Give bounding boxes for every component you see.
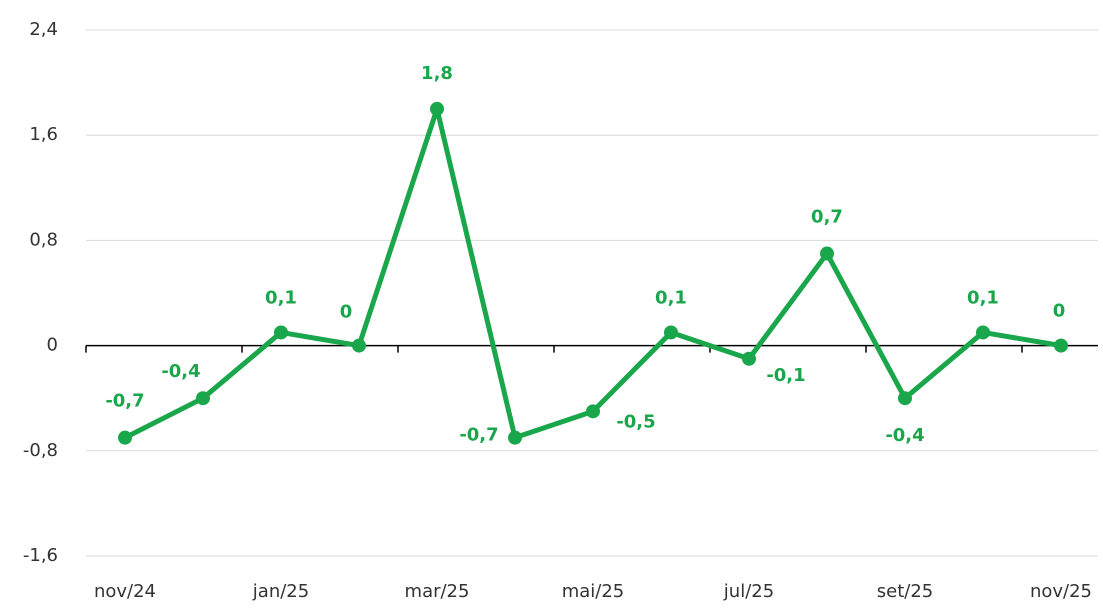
x-tick-label: jul/25	[723, 581, 774, 602]
marker	[976, 325, 990, 340]
data-label: -0,5	[616, 411, 655, 432]
marker	[352, 338, 366, 353]
x-tick-label: mai/25	[562, 581, 625, 602]
marker	[508, 430, 522, 445]
data-label: 0,1	[655, 287, 687, 308]
marker	[1054, 338, 1068, 353]
data-label: 0,1	[967, 287, 999, 308]
marker	[118, 430, 132, 445]
y-tick-label: 0,8	[29, 229, 58, 250]
marker	[820, 246, 834, 261]
marker	[742, 351, 756, 366]
marker	[898, 391, 912, 406]
marker	[430, 101, 444, 116]
x-tick-label: jan/25	[252, 581, 309, 602]
y-tick-label: 1,6	[29, 124, 58, 145]
y-tick-label: 0	[47, 335, 58, 356]
x-tick-label: nov/25	[1030, 581, 1092, 602]
data-label: -0,4	[885, 425, 924, 446]
x-tick-label: mar/25	[405, 581, 470, 602]
y-tick-label: 2,4	[29, 19, 58, 40]
x-tick-label: set/25	[877, 581, 933, 602]
data-label: -0,7	[459, 425, 498, 446]
data-label: -0,4	[161, 361, 200, 382]
marker	[664, 325, 678, 340]
data-label: 0,1	[265, 287, 297, 308]
data-label: -0,7	[105, 391, 144, 412]
data-label: 1,8	[421, 63, 453, 84]
marker	[274, 325, 288, 340]
data-label: 0	[1053, 301, 1066, 322]
data-label: -0,1	[766, 365, 805, 386]
x-tick-label: nov/24	[94, 581, 156, 602]
data-label: 0,7	[811, 207, 843, 228]
line	[123, 106, 1062, 441]
marker	[586, 404, 600, 419]
marker	[196, 391, 210, 406]
data-label: 0	[340, 302, 353, 323]
y-tick-label: -1,6	[23, 545, 58, 566]
y-tick-label: -0,8	[23, 440, 58, 461]
